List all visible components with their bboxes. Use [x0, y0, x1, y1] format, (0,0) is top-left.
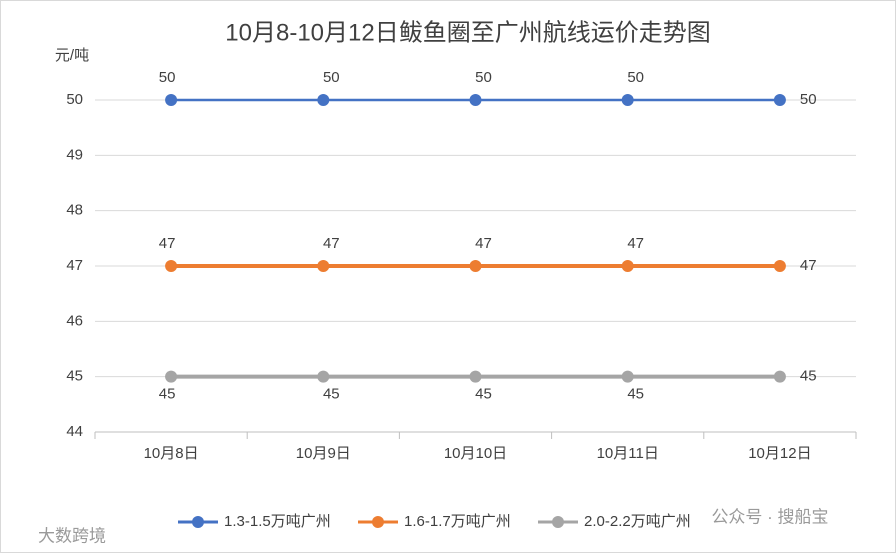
- legend-label: 1.6-1.7万吨广州: [404, 513, 511, 530]
- data-point: [773, 94, 786, 106]
- y-tick-label: 50: [66, 91, 83, 108]
- data-point: [317, 260, 330, 272]
- legend-marker: [552, 516, 564, 528]
- chart-title: 10月8-10月12日鲅鱼圈至广州航线运价走势图: [225, 19, 710, 46]
- data-point: [621, 94, 634, 106]
- data-point: [469, 370, 482, 383]
- data-label: 50: [800, 91, 817, 108]
- data-point: [773, 260, 786, 272]
- data-point: [317, 94, 330, 106]
- data-label: 47: [627, 235, 644, 252]
- data-label: 45: [627, 386, 644, 403]
- y-axis-label: 元/吨: [55, 47, 89, 64]
- legend-label: 2.0-2.2万吨广州: [584, 513, 691, 530]
- data-label: 47: [800, 257, 817, 274]
- data-label: 50: [323, 69, 340, 86]
- data-label: 45: [800, 368, 817, 385]
- legend-marker: [192, 516, 204, 528]
- y-tick-label: 48: [66, 202, 83, 219]
- data-point: [621, 260, 634, 272]
- x-tick-label: 10月9日: [296, 445, 351, 462]
- data-label: 47: [159, 235, 176, 252]
- watermark: 公众号 · 搜船宝: [711, 507, 828, 526]
- data-point: [165, 260, 178, 272]
- x-tick-label: 10月8日: [144, 445, 199, 462]
- data-label: 45: [475, 386, 492, 403]
- data-point: [165, 370, 178, 383]
- x-tick-label: 10月11日: [597, 445, 659, 462]
- data-label: 45: [159, 386, 176, 403]
- data-point: [621, 370, 634, 383]
- data-point: [317, 370, 330, 383]
- y-tick-label: 45: [66, 368, 83, 385]
- legend-label: 1.3-1.5万吨广州: [224, 513, 331, 530]
- data-point: [165, 94, 178, 106]
- data-label: 50: [475, 69, 492, 86]
- data-label: 47: [475, 235, 492, 252]
- data-label: 50: [627, 69, 644, 86]
- data-point: [469, 94, 482, 106]
- x-tick-label: 10月10日: [444, 445, 507, 462]
- y-tick-label: 44: [66, 423, 83, 440]
- x-tick-label: 10月12日: [748, 445, 811, 462]
- data-point: [469, 260, 482, 272]
- y-tick-label: 47: [66, 257, 83, 274]
- data-label: 50: [159, 69, 176, 86]
- watermark: 大数跨境: [38, 526, 106, 545]
- y-tick-label: 46: [66, 312, 83, 329]
- data-label: 47: [323, 235, 340, 252]
- legend-marker: [372, 516, 384, 528]
- data-point: [773, 370, 786, 383]
- data-label: 45: [323, 386, 340, 403]
- y-tick-label: 49: [66, 146, 83, 163]
